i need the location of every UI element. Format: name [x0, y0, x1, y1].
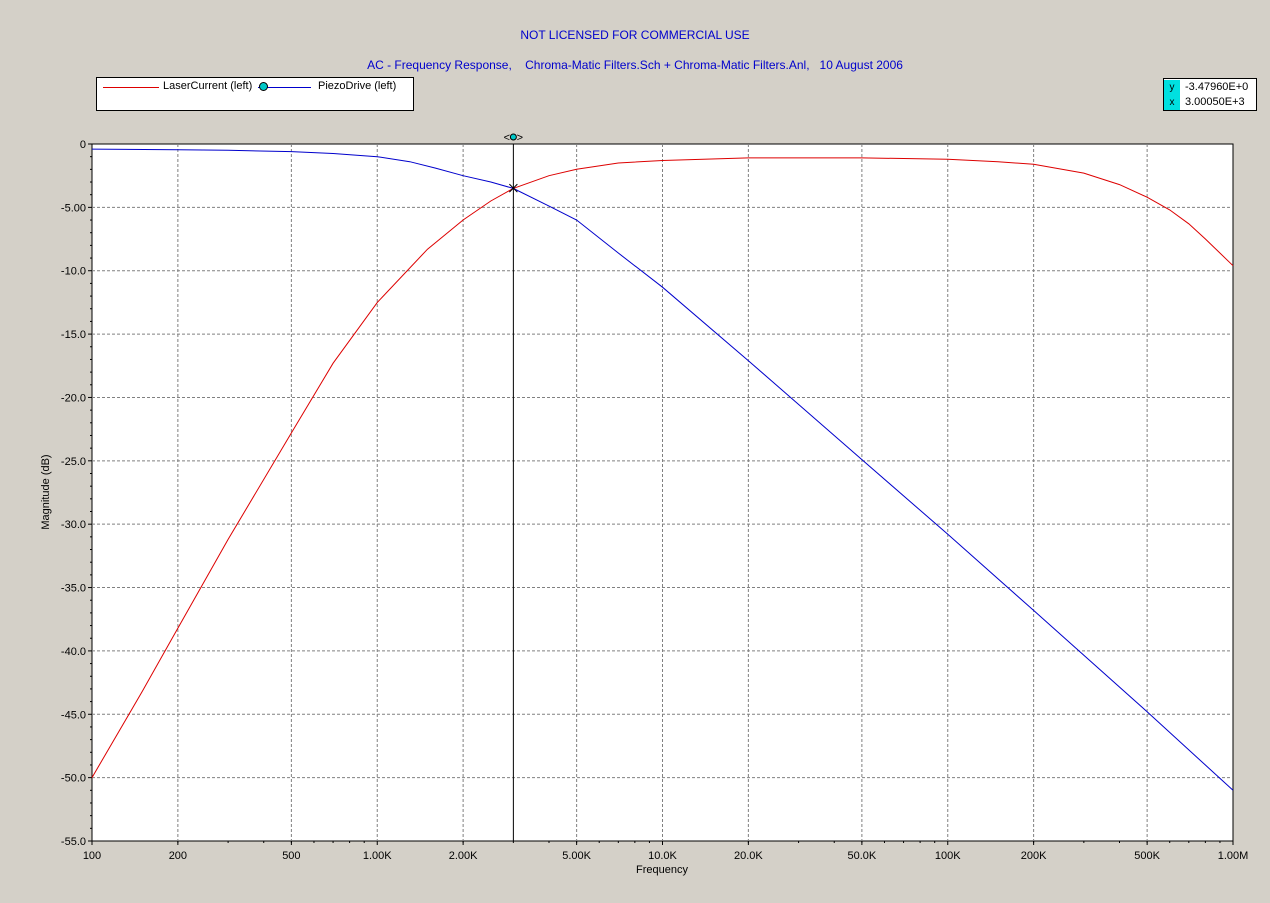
cursor[interactable]: <●> [504, 132, 524, 841]
x-tick-label: 500K [1134, 850, 1160, 862]
legend-swatch-lasercurrent [103, 87, 159, 88]
readout-x-value: 3.00050E+3 [1185, 96, 1245, 108]
x-axis-label: Frequency [636, 864, 688, 876]
y-tick-label: -35.0 [61, 583, 86, 595]
y-tick-label: -5.00 [61, 202, 86, 214]
cursor-handle-icon[interactable] [509, 133, 517, 141]
readout-y-row: y -3.47960E+0 [1164, 80, 1256, 95]
y-tick-label: -40.0 [61, 646, 86, 658]
y-tick-label: -20.0 [61, 392, 86, 404]
readout-y-value: -3.47960E+0 [1185, 81, 1249, 93]
readout-x-row: x 3.00050E+3 [1164, 95, 1256, 110]
x-tick-label: 1.00M [1218, 850, 1249, 862]
legend-label-piezodrive: PiezoDrive (left) [318, 80, 397, 92]
y-tick-label: -50.0 [61, 773, 86, 785]
y-tick-label: -10.0 [61, 266, 86, 278]
chart-subtitle: AC - Frequency Response, Chroma-Matic Fi… [367, 58, 903, 72]
grid [92, 144, 1233, 841]
x-tick-label: 200 [169, 850, 187, 862]
y-tick-label: 0 [80, 139, 86, 151]
series-line-lasercurrent [91, 157, 1234, 778]
x-tick-label: 5.00K [562, 850, 591, 862]
x-tick-label: 1.00K [363, 850, 392, 862]
x-tick-label: 500 [282, 850, 300, 862]
legend-swatch-piezodrive [258, 87, 311, 88]
y-tick-label: -15.0 [61, 329, 86, 341]
y-tick-label: -55.0 [61, 836, 86, 848]
x-tick-label: 10.0K [648, 850, 677, 862]
license-banner: NOT LICENSED FOR COMMERCIAL USE [520, 28, 750, 42]
x-tick-label: 20.0K [734, 850, 763, 862]
x-tick-label: 100 [83, 850, 101, 862]
y-tick-label: -45.0 [61, 709, 86, 721]
x-tick-label: 200K [1021, 850, 1047, 862]
cursor-marker [509, 183, 518, 193]
readout-y-key: y [1164, 80, 1180, 95]
cursor-readout: y -3.47960E+0 x 3.00050E+3 [1163, 78, 1257, 111]
legend-label-lasercurrent: LaserCurrent (left) [163, 80, 253, 92]
x-tick-label: 100K [935, 850, 961, 862]
cursor-pin-icon[interactable] [259, 82, 268, 91]
readout-x-key: x [1164, 95, 1180, 110]
y-tick-label: -25.0 [61, 456, 86, 468]
legend[interactable]: LaserCurrent (left) PiezoDrive (left) [96, 77, 414, 111]
x-tick-label: 2.00K [449, 850, 478, 862]
axis-ticks: 100 200 500 1.00K 2.00K 5.00K 10.0K 20.0K 50.0K 1… [61, 139, 1248, 862]
y-axis-label: Magnitude (dB) [40, 454, 52, 529]
x-tick-label: 50.0K [848, 850, 877, 862]
y-tick-label: -30.0 [61, 519, 86, 531]
